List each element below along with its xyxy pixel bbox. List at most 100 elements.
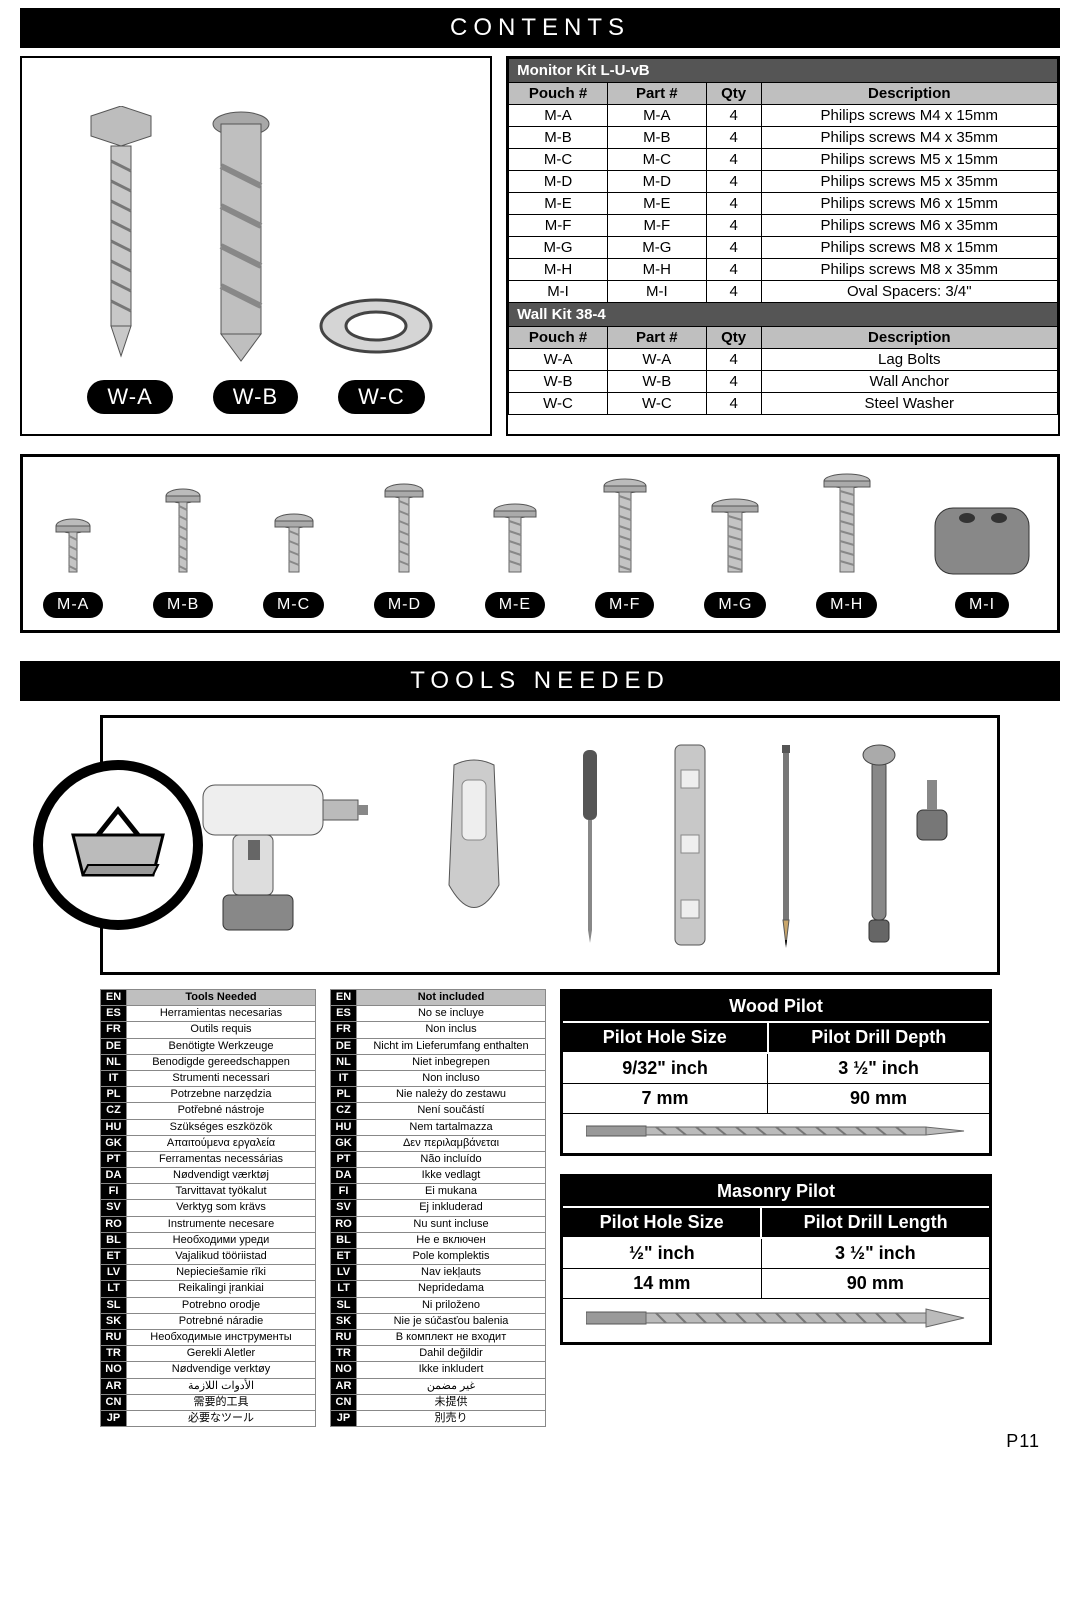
col-pouch: Pouch # [509, 83, 608, 105]
wpart-label-c: W-C [338, 380, 425, 414]
cell: 4 [706, 259, 761, 281]
screwdriver-icon [575, 745, 605, 945]
cell: M-I [607, 281, 706, 303]
cell: M-B [509, 127, 608, 149]
spacer-icon [927, 496, 1037, 586]
cell: Philips screws M6 x 15mm [761, 193, 1057, 215]
cell: Philips screws M5 x 15mm [761, 149, 1057, 171]
page-number: P11 [20, 1427, 1060, 1462]
wpart-label-b: W-B [213, 380, 298, 414]
steel-washer-icon [316, 286, 436, 366]
wpart-label-a: W-A [87, 380, 172, 414]
cell: Philips screws M8 x 35mm [761, 259, 1057, 281]
cell: 7 mm [562, 1084, 768, 1114]
w-parts-panel: W-A W-B W-C [20, 56, 492, 436]
wood-pilot-table: Wood Pilot Pilot Hole Size Pilot Drill D… [560, 989, 992, 1156]
screw-icon [485, 501, 545, 586]
mpart-label: M-B [153, 592, 213, 618]
wpart-c [316, 286, 436, 366]
cell: 4 [706, 193, 761, 215]
col-part: Part # [607, 83, 706, 105]
cell: Philips screws M5 x 35mm [761, 171, 1057, 193]
col-qty: Qty [706, 83, 761, 105]
wpart-b [206, 106, 276, 366]
masonry-drill-bit-icon [562, 1299, 991, 1344]
cell: Philips screws M4 x 35mm [761, 127, 1057, 149]
wall-kit-title: Wall Kit 38-4 [509, 303, 1058, 327]
cell: M-F [509, 215, 608, 237]
mpart: M-A [43, 516, 103, 618]
cell: M-A [509, 105, 608, 127]
pencil-icon [776, 740, 796, 950]
cell: 4 [706, 349, 761, 371]
power-drill-icon [193, 745, 373, 945]
monitor-kit-table: Monitor Kit L-U-vB Pouch # Part # Qty De… [508, 58, 1058, 415]
mpart-label: M-E [485, 592, 545, 618]
tools-panel [100, 715, 1000, 975]
cell: M-I [509, 281, 608, 303]
cell: 90 mm [761, 1269, 990, 1299]
screw-icon [817, 471, 877, 586]
mpart: M-B [153, 486, 213, 618]
cell: W-A [509, 349, 608, 371]
cell: 4 [706, 281, 761, 303]
screw-icon [374, 481, 434, 586]
screw-icon [595, 476, 655, 586]
mpart-label: M-H [816, 592, 877, 618]
cell: M-E [509, 193, 608, 215]
mpart-label: M-I [955, 592, 1009, 618]
cell: W-B [607, 371, 706, 393]
cell: 9/32" inch [562, 1053, 768, 1084]
cell: M-B [607, 127, 706, 149]
cell: ½" inch [562, 1238, 762, 1269]
ratchet-icon [857, 740, 967, 950]
cell: Oval Spacers: 3/4" [761, 281, 1057, 303]
col-qty: Qty [706, 327, 761, 349]
monitor-kit-title: Monitor Kit L-U-vB [509, 59, 1058, 83]
cell: 4 [706, 393, 761, 415]
col-pouch: Pouch # [509, 327, 608, 349]
m-parts-panel: M-A M-B M-C M-D M-E M-F [20, 454, 1060, 633]
cell: 4 [706, 127, 761, 149]
kit-tables: Monitor Kit L-U-vB Pouch # Part # Qty De… [506, 56, 1060, 436]
cell: Philips screws M4 x 15mm [761, 105, 1057, 127]
masonry-pilot-col1: Pilot Hole Size [562, 1207, 762, 1238]
cell: 4 [706, 105, 761, 127]
mpart-label: M-C [263, 592, 324, 618]
mpart: M-D [374, 481, 435, 618]
wood-drill-bit-icon [562, 1114, 991, 1155]
stud-finder-icon [434, 755, 514, 935]
cell: W-A [607, 349, 706, 371]
cell: M-H [607, 259, 706, 281]
cell: M-D [607, 171, 706, 193]
cell: M-H [509, 259, 608, 281]
cell: W-B [509, 371, 608, 393]
col-desc: Description [761, 327, 1057, 349]
wood-pilot-title: Wood Pilot [562, 991, 991, 1023]
cell: M-F [607, 215, 706, 237]
wood-pilot-col1: Pilot Hole Size [562, 1022, 768, 1053]
mpart-label: M-D [374, 592, 435, 618]
cell: Philips screws M6 x 35mm [761, 215, 1057, 237]
mpart: M-C [263, 511, 324, 618]
cell: M-D [509, 171, 608, 193]
screw-icon [705, 496, 765, 586]
not-included-lang-table: ENNot includedESNo se incluyeFRNon inclu… [330, 989, 546, 1427]
mpart: M-I [927, 496, 1037, 618]
cell: M-G [607, 237, 706, 259]
contents-banner: CONTENTS [20, 8, 1060, 48]
screw-icon [43, 516, 103, 586]
cell: M-A [607, 105, 706, 127]
cell: W-C [509, 393, 608, 415]
mpart: M-G [704, 496, 766, 618]
tools-banner: TOOLS NEEDED [20, 661, 1060, 701]
mpart-label: M-G [704, 592, 766, 618]
wood-pilot-col2: Pilot Drill Depth [768, 1022, 991, 1053]
screw-icon [153, 486, 213, 586]
mpart: M-E [485, 501, 545, 618]
cell: Steel Washer [761, 393, 1057, 415]
cell: M-G [509, 237, 608, 259]
mpart: M-H [816, 471, 877, 618]
cell: M-C [509, 149, 608, 171]
cell: W-C [607, 393, 706, 415]
